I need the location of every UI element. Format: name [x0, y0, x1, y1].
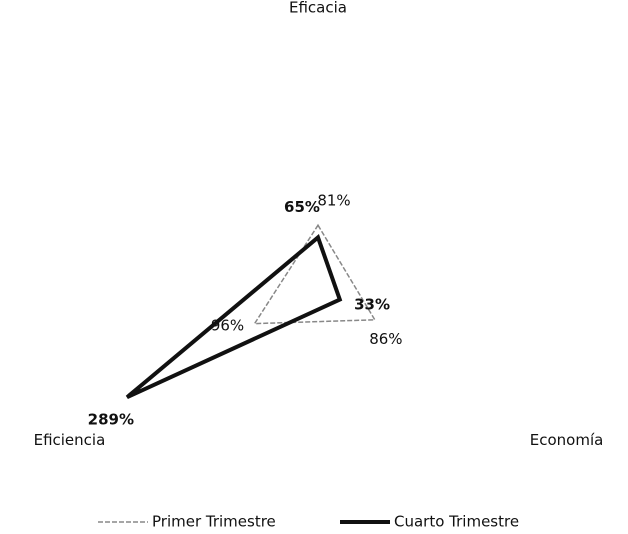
series-line [253, 223, 377, 325]
axis-label: Eficacia [289, 0, 347, 17]
axis-label: Eficiencia [34, 431, 106, 449]
data-label: 289% [88, 410, 134, 428]
data-label: 33% [354, 295, 390, 313]
data-label: 81% [317, 192, 350, 210]
data-label: 65% [284, 198, 320, 216]
series-line [125, 234, 343, 400]
data-label: 86% [369, 330, 402, 348]
legend-label: Primer Trimestre [152, 513, 276, 531]
axis-label: Economía [530, 431, 604, 449]
legend-label: Cuarto Trimestre [394, 513, 519, 531]
